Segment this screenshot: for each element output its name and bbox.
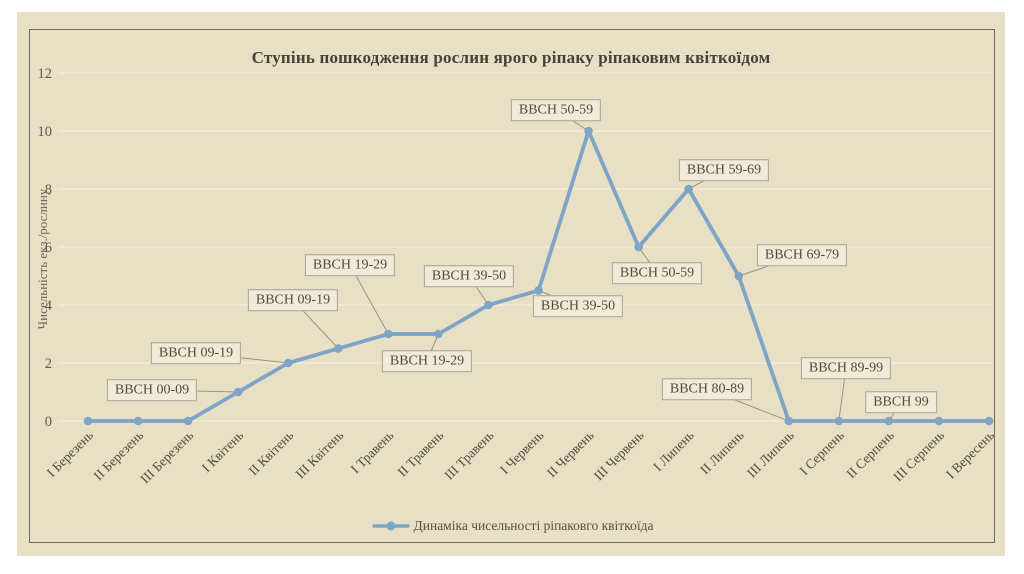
data-point-marker xyxy=(734,271,744,281)
annotation-connector xyxy=(555,109,589,132)
x-tick-label: ІІ Серпень xyxy=(843,428,897,482)
x-tick-label: ІІІ Квітень xyxy=(292,428,346,482)
data-point-marker xyxy=(884,416,894,426)
x-tick-label: ІІІ Травень xyxy=(441,428,496,483)
data-point-marker xyxy=(183,416,193,426)
x-tick-label: ІІІ Липень xyxy=(744,428,797,481)
annotation-connector xyxy=(349,264,389,335)
y-tick-label: 12 xyxy=(38,66,53,82)
x-tick-label: ІІІ Березень xyxy=(137,428,196,487)
chart-title: Ступінь пошкодження рослин ярого ріпаку … xyxy=(251,48,771,67)
data-point-marker xyxy=(333,344,343,353)
y-tick-label: 0 xyxy=(45,414,52,430)
x-tick-label: ІІ Травень xyxy=(395,428,447,480)
x-tick-label: І Березень xyxy=(44,428,96,480)
annotation-connector xyxy=(426,333,439,362)
x-tick-label: І Серпень xyxy=(796,428,846,478)
data-point-marker xyxy=(584,126,593,136)
legend-line-marker-icon xyxy=(371,521,410,531)
data-point-marker xyxy=(133,416,143,426)
x-tick-label: І Червень xyxy=(497,428,547,478)
data-point-marker xyxy=(534,286,543,295)
x-tick-label: І Квітень xyxy=(199,428,247,476)
annotation-connector xyxy=(738,254,803,277)
data-point-marker xyxy=(634,242,643,252)
legend: Динаміка чисельності ріпаковго квіткоїда xyxy=(0,518,1024,534)
y-tick-label: 8 xyxy=(45,182,52,198)
data-point-marker xyxy=(934,416,944,426)
y-tick-label: 2 xyxy=(45,356,52,372)
y-tick-label: 10 xyxy=(38,124,53,140)
annotation-connector xyxy=(638,246,658,274)
data-point-marker xyxy=(233,387,243,397)
data-point-marker xyxy=(784,416,794,426)
x-tick-label: ІІ Квітень xyxy=(246,428,297,479)
x-tick-label: ІІ Червень xyxy=(544,428,597,481)
data-point-marker xyxy=(283,358,293,368)
data-point-marker xyxy=(484,300,493,310)
y-tick-label: 4 xyxy=(45,298,53,314)
x-tick-label: ІІІ Серпень xyxy=(890,428,947,485)
x-tick-label: ІІІ Червень xyxy=(591,428,647,484)
y-tick-label: 6 xyxy=(45,240,52,256)
data-point-marker xyxy=(684,184,693,194)
annotation-connector xyxy=(706,388,789,422)
data-point-marker xyxy=(834,416,844,426)
x-tick-label: І Травень xyxy=(348,428,397,477)
data-point-marker xyxy=(83,416,93,426)
annotation-connector xyxy=(151,389,239,393)
legend-label: Динаміка чисельності ріпаковго квіткоїда xyxy=(413,518,654,533)
x-tick-label: І Вересень xyxy=(943,428,997,482)
data-point-marker xyxy=(984,416,994,426)
annotation-connector xyxy=(468,275,489,306)
annotation-connector xyxy=(838,367,847,422)
data-line xyxy=(86,129,991,423)
annotation-connector xyxy=(688,169,725,190)
data-point-marker xyxy=(434,329,443,339)
annotation-connector xyxy=(195,352,289,364)
annotation-connector xyxy=(538,290,579,307)
annotation-connector xyxy=(292,299,339,349)
x-tick-label: І Липень xyxy=(650,428,697,475)
x-tick-label: ІІ Липень xyxy=(697,428,747,478)
data-point-marker xyxy=(384,329,393,339)
